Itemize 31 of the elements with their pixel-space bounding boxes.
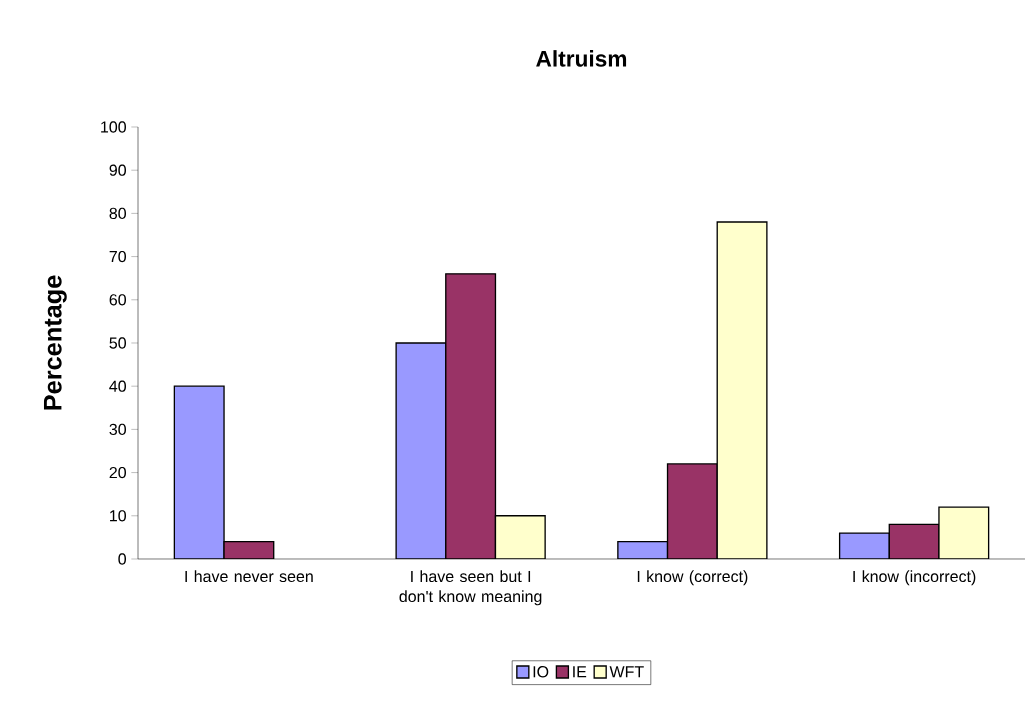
bar	[888, 523, 940, 559]
y-axis-title: Percentage	[43, 275, 67, 410]
y-tick-label: 60	[109, 294, 127, 306]
y-tick-label: 40	[109, 380, 127, 392]
y-tick-label: 50	[109, 337, 127, 349]
x-tick-label: I have seen but I don't know meaning	[399, 570, 542, 606]
y-tick-label: 0	[118, 553, 127, 565]
legend-label: WFT	[609, 666, 644, 678]
y-tick-label: 90	[109, 164, 127, 176]
legend-label: IE	[573, 666, 587, 678]
bar	[494, 515, 546, 559]
legend-label: IO	[533, 666, 549, 678]
x-tick-label: I have never seen	[185, 570, 313, 583]
y-tick-label: 20	[109, 466, 127, 479]
y-tick-label: 100	[101, 121, 126, 133]
y-tick-label: 70	[109, 250, 127, 263]
bar	[445, 273, 497, 559]
bar	[173, 385, 225, 559]
bar	[223, 541, 275, 559]
bar	[617, 541, 669, 559]
bar	[666, 463, 718, 559]
x-tick-label: I know (incorrect)	[853, 570, 976, 586]
chart-title: Altruism	[536, 50, 627, 67]
x-tick-label: I know (correct)	[637, 570, 748, 586]
bar	[716, 221, 768, 559]
y-tick-label: 80	[109, 207, 127, 220]
bar	[938, 506, 990, 559]
bar	[395, 342, 447, 559]
y-tick-label: 10	[110, 510, 127, 522]
bar	[838, 532, 890, 559]
y-tick-label: 30	[109, 423, 127, 436]
